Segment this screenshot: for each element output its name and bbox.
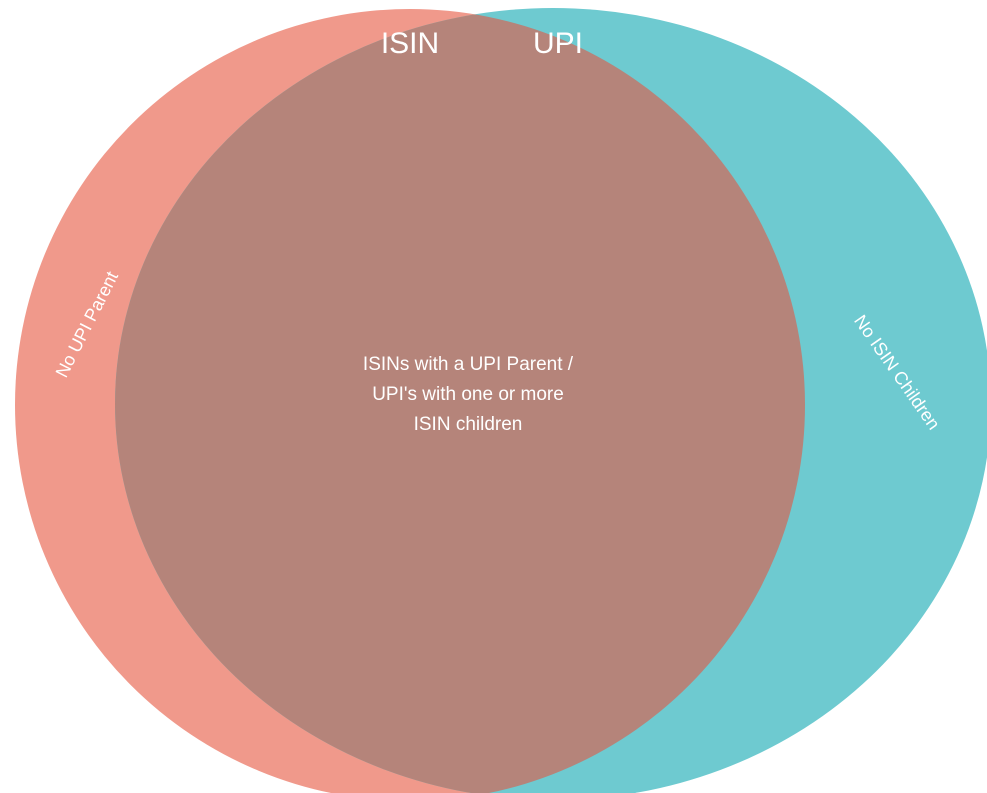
intersection-label: UPI's with one or more — [372, 384, 564, 405]
intersection-label: ISINs with a UPI Parent / — [363, 354, 574, 375]
intersection-label: ISIN children — [414, 414, 523, 435]
set-label: ISIN — [381, 27, 439, 60]
set-label: UPI — [533, 27, 583, 60]
